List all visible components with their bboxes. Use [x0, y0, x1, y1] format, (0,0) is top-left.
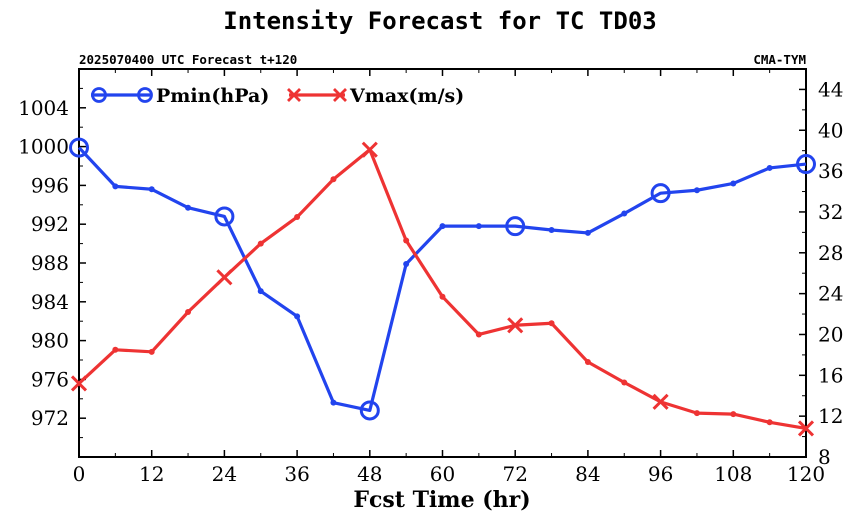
pmin-point	[766, 164, 773, 171]
pmin-point	[294, 313, 301, 320]
y-left-tick-label: 988	[31, 251, 69, 275]
y-right-tick-label: 8	[818, 445, 831, 469]
x-tick-label: 60	[430, 462, 455, 486]
pmin-point	[403, 260, 410, 267]
plot-frame	[78, 68, 807, 458]
pmin-marker	[69, 137, 89, 158]
x-tick-label: 108	[714, 462, 752, 486]
pmin-marker	[796, 154, 816, 175]
x-tick-label: 24	[212, 462, 237, 486]
vmax-point	[475, 331, 482, 338]
chart-subtitle-right: CMA-TYM	[753, 52, 806, 67]
pmin-point	[693, 187, 700, 194]
y-left-tick-label: 1000	[18, 135, 69, 159]
y-left-tick-label: 980	[31, 329, 69, 353]
vmax-marker	[216, 269, 233, 286]
x-tick-label: 84	[575, 462, 600, 486]
x-tick-label: 0	[73, 462, 86, 486]
pmin-point	[257, 288, 264, 295]
x-tick-label: 48	[357, 462, 382, 486]
y-left-tick-label: 996	[31, 173, 69, 197]
legend: Pmin(hPa) Vmax(m/s)	[91, 85, 464, 107]
y-left-tick-label: 1004	[18, 96, 69, 120]
vmax-point	[548, 320, 555, 327]
vmax-marker	[652, 393, 669, 410]
pmin-point	[112, 183, 119, 190]
legend-pmin-circle-icon	[137, 87, 153, 103]
pmin-point	[548, 227, 555, 234]
pmin-point	[621, 210, 628, 217]
y-right-tick-label: 36	[818, 159, 843, 183]
x-tick-label: 72	[502, 462, 527, 486]
pmin-point	[439, 223, 446, 230]
pmin-point	[185, 204, 192, 211]
y-left-tick-label: 972	[31, 406, 69, 430]
y-right-tick-label: 24	[818, 282, 843, 306]
y-left-tick-label: 976	[31, 367, 69, 391]
y-right-tick-label: 20	[818, 322, 843, 346]
pmin-point	[584, 229, 591, 236]
vmax-point	[621, 379, 628, 386]
pmin-point	[330, 399, 337, 406]
vmax-point	[730, 411, 737, 418]
vmax-point	[257, 240, 264, 247]
x-tick-label: 96	[648, 462, 673, 486]
y-right-tick-label: 16	[818, 363, 843, 387]
y-right-tick-label: 40	[818, 118, 843, 142]
vmax-point	[766, 419, 773, 426]
x-axis-label: Fcst Time (hr)	[353, 487, 530, 513]
legend-pmin-label: Pmin(hPa)	[156, 85, 269, 107]
vmax-marker	[361, 141, 378, 158]
vmax-point	[148, 348, 155, 355]
pmin-marker	[505, 216, 526, 237]
vmax-marker	[70, 375, 88, 392]
y-left-tick-label: 984	[31, 290, 69, 314]
vmax-point	[185, 309, 192, 316]
x-tick-label: 120	[787, 462, 825, 486]
y-right-tick-label: 32	[818, 200, 843, 224]
legend-pmin-circle-icon	[91, 87, 107, 103]
y-right-tick-label: 28	[818, 241, 843, 265]
vmax-point	[330, 176, 337, 183]
legend-vmax-label: Vmax(m/s)	[349, 85, 464, 107]
vmax-marker	[797, 420, 815, 437]
pmin-point	[148, 186, 155, 193]
legend-vmax-x-icon	[287, 88, 301, 102]
pmin-marker	[650, 183, 671, 204]
y-right-tick-label: 12	[818, 404, 843, 428]
vmax-point	[294, 214, 301, 221]
x-tick-label: 12	[139, 462, 164, 486]
vmax-point	[584, 359, 591, 366]
vmax-point	[403, 237, 410, 244]
pmin-series-line	[77, 146, 807, 413]
chart-title: Intensity Forecast for TC TD03	[223, 7, 656, 35]
x-tick-label: 36	[284, 462, 309, 486]
legend-vmax-x-icon	[333, 88, 347, 102]
pmin-marker	[214, 206, 235, 227]
pmin-marker	[359, 400, 380, 421]
plot-area: 0 12 24 36 48 60 72 84 96 108 120 972 976 980 984 988 99…	[18, 68, 843, 486]
y-left-tick-label: 992	[31, 212, 69, 236]
vmax-marker	[507, 317, 524, 334]
vmax-point	[693, 410, 700, 417]
vmax-point	[439, 293, 446, 300]
pmin-point	[730, 180, 737, 187]
vmax-point	[112, 346, 119, 353]
chart-subtitle-left: 2025070400 UTC Forecast t+120	[79, 52, 297, 67]
pmin-point	[475, 223, 482, 230]
y-right-tick-label: 44	[818, 77, 843, 101]
